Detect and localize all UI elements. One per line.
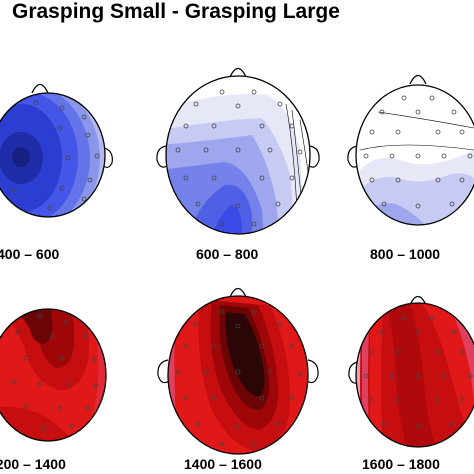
panel-label-800-1000: 800 – 1000 xyxy=(370,246,440,262)
ear-left xyxy=(157,359,170,384)
panel-label-1600-1800: 1600 – 1800 xyxy=(362,456,440,472)
electrodes-600-800 xyxy=(175,89,303,227)
ear-right xyxy=(306,359,319,384)
ear-right xyxy=(308,145,320,168)
electrodes-1400-1600 xyxy=(175,309,303,447)
nose xyxy=(31,83,49,94)
topomap-1600-1800 xyxy=(348,295,474,448)
ear-right xyxy=(103,147,113,169)
topomap-800-1000 xyxy=(347,74,474,226)
topomap-400-600 xyxy=(0,83,113,218)
electrodes-1200-1400 xyxy=(11,313,99,431)
electrodes-1600-1800 xyxy=(363,315,473,429)
panel-label-1200-1400: 1200 – 1400 xyxy=(0,456,66,472)
panel-label-1400-1600: 1400 – 1600 xyxy=(184,456,262,472)
topomap-600-800 xyxy=(156,67,320,235)
nose xyxy=(229,67,247,78)
electrodes-400-600 xyxy=(11,100,100,211)
ear-left xyxy=(156,145,168,168)
electrodes-800-1000 xyxy=(363,95,473,209)
nose xyxy=(229,287,247,298)
nose xyxy=(409,74,427,85)
topomap-1400-1600 xyxy=(157,287,319,455)
topomap-1200-1400 xyxy=(0,308,107,442)
panel-label-600-800: 600 – 800 xyxy=(196,246,258,262)
figure-title: Grasping Small - Grasping Large xyxy=(12,0,340,23)
panel-label-400-600: 400 – 600 xyxy=(0,246,59,262)
